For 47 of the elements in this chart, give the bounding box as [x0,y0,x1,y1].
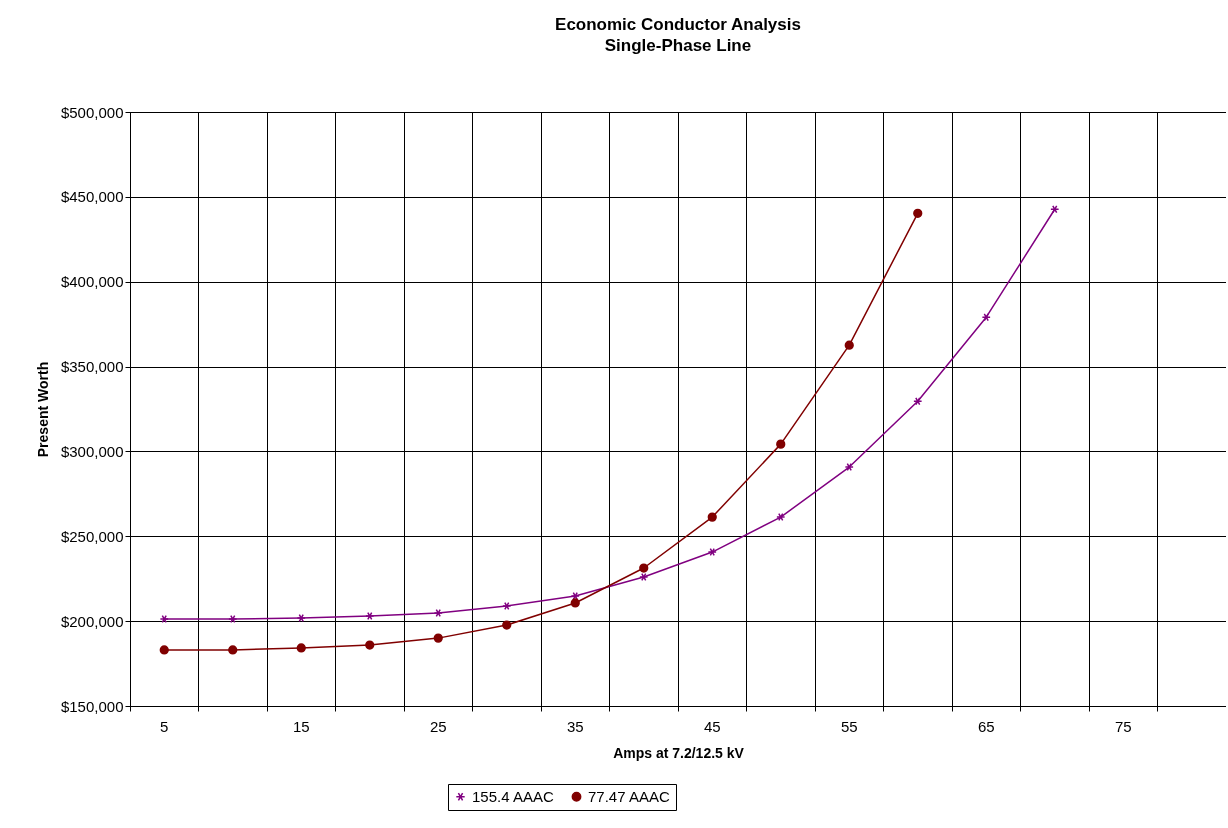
y-tick-label: $500,000 [60,103,124,121]
y-tick-label: $350,000 [60,358,124,376]
point [159,614,169,624]
x-tick-label: 35 [566,717,584,735]
chart-title: Economic Conductor Analysis [555,15,801,34]
point [913,208,923,218]
point [776,439,786,449]
legend-label: 155.4 AAAC [472,787,554,805]
point [502,601,512,611]
point [776,512,786,522]
x-tick-label: 65 [977,717,995,735]
x-tick-label: 75 [1114,717,1132,735]
x-tick-label: 5 [160,717,169,735]
point [228,645,238,655]
x-tick-label: 25 [429,717,447,735]
point [228,614,238,624]
x-tick-label: 15 [292,717,310,735]
point [502,620,512,630]
chart-subtitle: Single-Phase Line [604,36,752,55]
point [365,611,375,621]
y-tick-label: $400,000 [60,273,124,291]
point [707,512,717,522]
point [159,645,169,655]
point [365,640,375,650]
x-tick-label: 45 [703,717,721,735]
point [707,547,717,557]
point [844,340,854,350]
point [639,572,649,582]
point [844,462,854,472]
x-tick-label: 55 [840,717,858,735]
point [296,643,306,653]
y-tick-label: $150,000 [60,697,124,715]
point [570,598,580,608]
point [913,397,923,406]
x-axis-title: Amps at 7.2/12.5 kV [613,744,745,761]
y-axis-title: Present Worth [34,361,51,458]
y-tick-label: $200,000 [60,612,124,630]
point [433,633,443,643]
point [639,563,649,573]
y-tick-label: $250,000 [60,527,124,545]
point [296,613,306,623]
legend-label: 77.47 AAAC [588,787,670,805]
y-tick-label: $300,000 [60,442,124,460]
y-tick-label: $450,000 [60,188,124,206]
point [433,608,443,618]
point [1050,205,1060,214]
point [981,313,991,322]
